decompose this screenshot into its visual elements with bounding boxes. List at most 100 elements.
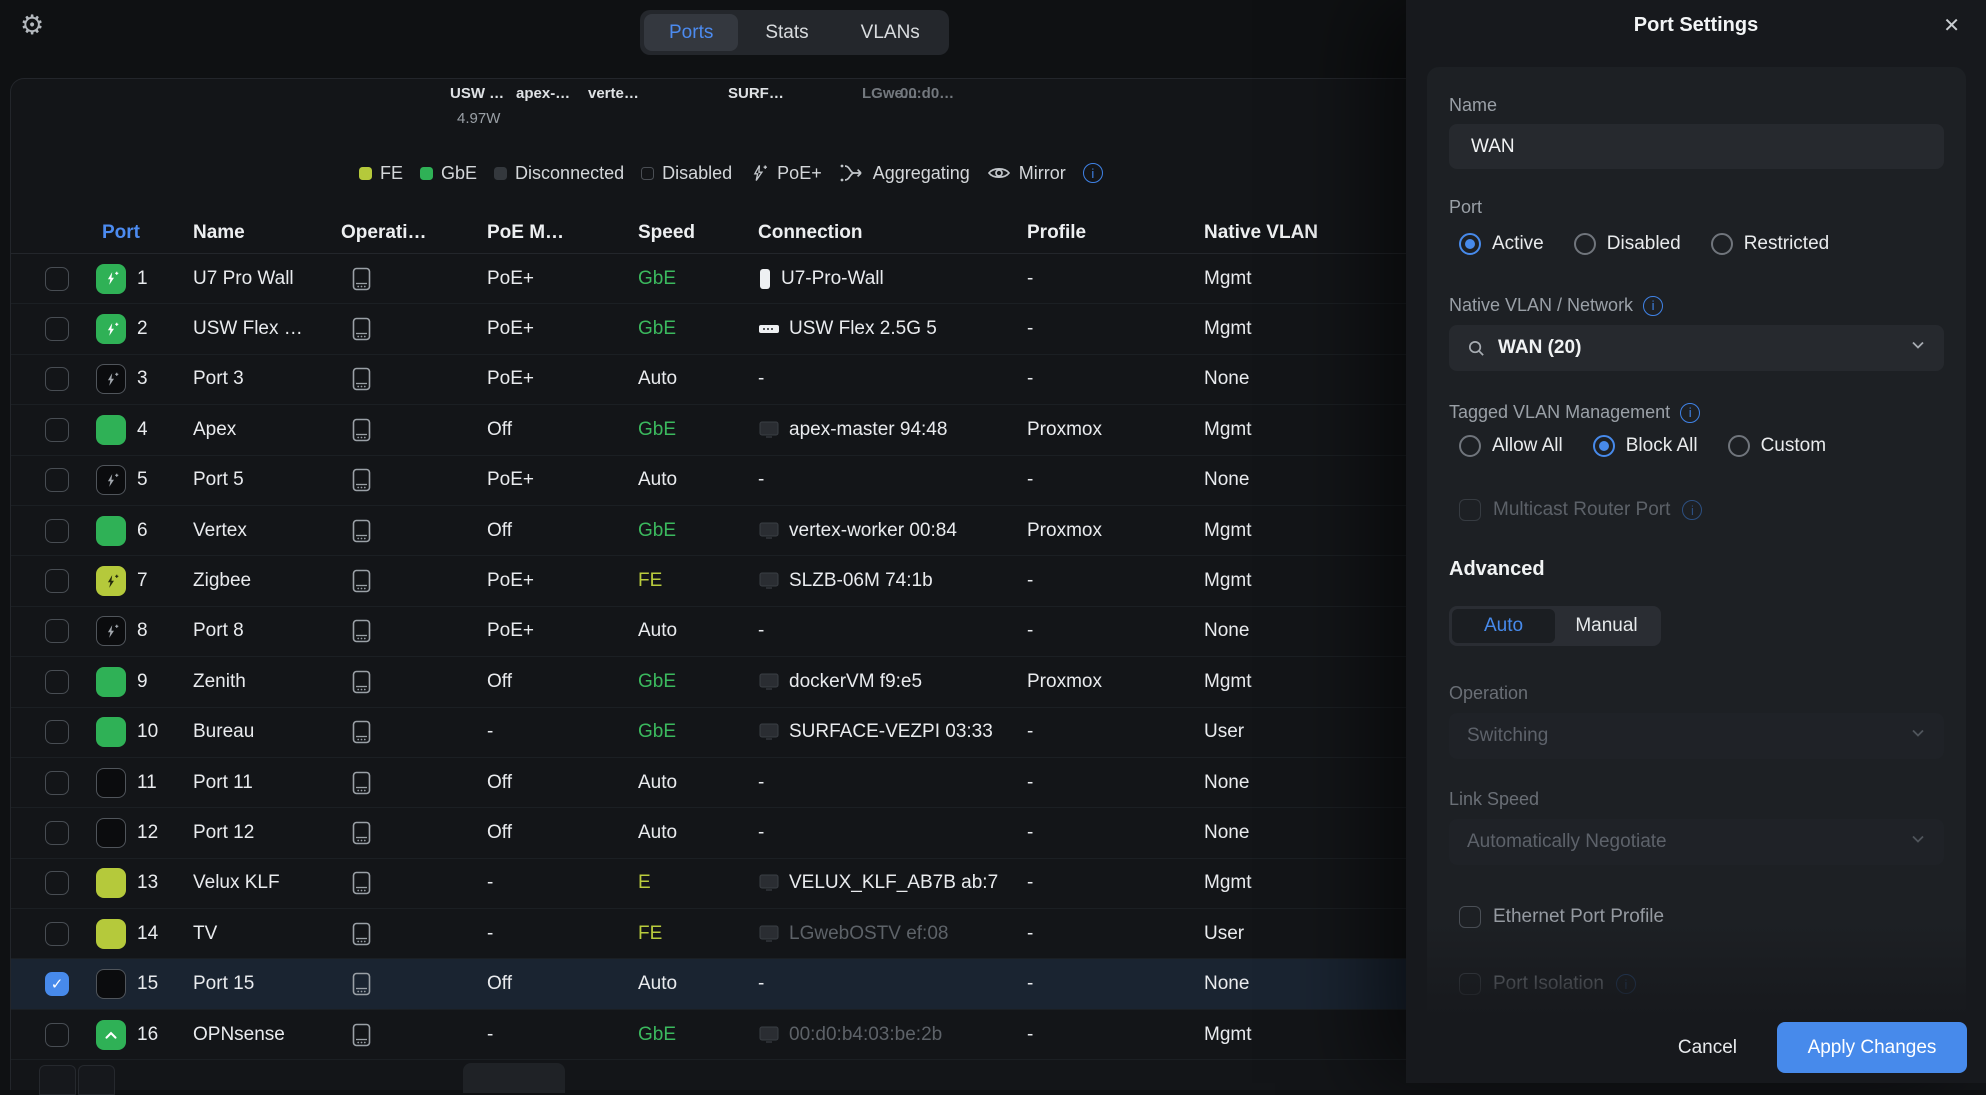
row-checkbox[interactable] [45, 720, 69, 744]
tagged-vlan-info-icon[interactable] [1680, 403, 1700, 423]
multicast-router-checkbox-row[interactable]: Multicast Router Port [1449, 499, 1944, 521]
radio-allow-all[interactable]: Allow All [1459, 435, 1563, 457]
port-state-radio-group: Active Disabled Restricted [1449, 233, 1944, 255]
device-label: USW … [450, 85, 504, 102]
row-checkbox[interactable] [45, 1023, 69, 1047]
operation-cell [341, 922, 487, 946]
pagination-button[interactable] [39, 1065, 76, 1095]
port-number: 2 [134, 318, 193, 340]
row-checkbox[interactable] [45, 267, 69, 291]
device-label: apex-… [516, 85, 570, 102]
poe-mode-cell: PoE+ [487, 570, 638, 592]
row-checkbox[interactable] [45, 871, 69, 895]
port-name: Vertex [193, 520, 341, 542]
checkbox[interactable] [1459, 499, 1481, 521]
operation-cell [341, 670, 487, 694]
mirror-eye-icon [987, 161, 1011, 185]
row-checkbox[interactable] [45, 771, 69, 795]
port-number: 16 [134, 1024, 193, 1046]
row-checkbox[interactable] [45, 619, 69, 643]
operation-select: Switching [1449, 713, 1944, 759]
port-name: USW Flex … [193, 318, 341, 340]
column-header-poe-mode[interactable]: PoE M… [487, 222, 638, 244]
port-number: 8 [134, 620, 193, 642]
tab-ports[interactable]: Ports [644, 14, 738, 51]
client-monitor-icon [758, 871, 780, 895]
tab-stats[interactable]: Stats [740, 14, 833, 51]
connection-cell: USW Flex 2.5G 5 [748, 317, 1027, 341]
poe-mode-cell: PoE+ [487, 469, 638, 491]
speed-cell: Auto [638, 620, 748, 642]
row-checkbox[interactable] [45, 670, 69, 694]
column-header-name[interactable]: Name [193, 222, 341, 244]
row-checkbox[interactable] [45, 519, 69, 543]
device-icon [351, 720, 372, 744]
operation-cell [341, 771, 487, 795]
port-name: Port 11 [193, 772, 341, 794]
operation-cell [341, 619, 487, 643]
profile-cell: Proxmox [1027, 419, 1204, 441]
device-icon [351, 468, 372, 492]
column-header-port[interactable]: Port [96, 222, 193, 244]
multicast-info-icon[interactable] [1682, 500, 1702, 520]
connection-cell: - [748, 772, 1027, 794]
row-checkbox[interactable] [45, 317, 69, 341]
legend-poe: PoE+ [749, 163, 822, 184]
close-icon[interactable]: ✕ [1943, 13, 1960, 37]
radio-disabled[interactable]: Disabled [1574, 233, 1681, 255]
pagination-button[interactable] [78, 1065, 115, 1095]
connection-cell: SLZB-06M 74:1b [748, 569, 1027, 593]
port-status-icon [96, 768, 126, 798]
device-label: SURF… [728, 85, 784, 102]
port-status-icon [96, 566, 126, 596]
poe-mode-cell: Off [487, 671, 638, 693]
device-icon [351, 922, 372, 946]
port-status-icon [96, 868, 126, 898]
row-checkbox[interactable] [45, 821, 69, 845]
link-speed-value: Automatically Negotiate [1467, 831, 1667, 853]
row-checkbox[interactable] [45, 468, 69, 492]
profile-cell: - [1027, 872, 1204, 894]
row-checkbox[interactable] [45, 922, 69, 946]
legend-label: Mirror [1019, 163, 1066, 184]
connection-name: SLZB-06M 74:1b [789, 570, 933, 592]
row-checkbox[interactable] [45, 367, 69, 391]
legend-label: Disabled [662, 163, 732, 184]
native-vlan-select[interactable]: WAN (20) [1449, 325, 1944, 371]
radio-custom[interactable]: Custom [1728, 435, 1826, 457]
port-name: Port 8 [193, 620, 341, 642]
poe-mode-cell: PoE+ [487, 268, 638, 290]
native-vlan-info-icon[interactable] [1643, 296, 1663, 316]
port-name: Velux KLF [193, 872, 341, 894]
radio-label: Block All [1626, 435, 1698, 457]
ap-icon [758, 267, 772, 291]
settings-gear-icon[interactable]: ⚙ [20, 12, 44, 39]
radio-restricted[interactable]: Restricted [1711, 233, 1830, 255]
radio-block-all[interactable]: Block All [1593, 435, 1698, 457]
poe-mode-cell: Off [487, 520, 638, 542]
row-checkbox[interactable] [45, 569, 69, 593]
legend-label: Aggregating [873, 163, 970, 184]
name-field[interactable] [1449, 124, 1944, 169]
radio-active[interactable]: Active [1459, 233, 1544, 255]
speed-cell: GbE [638, 721, 748, 743]
legend-mirror: Mirror [987, 161, 1066, 185]
legend-info-icon[interactable] [1083, 163, 1103, 183]
column-header-profile[interactable]: Profile [1027, 222, 1204, 244]
row-checkbox[interactable] [45, 972, 69, 996]
cancel-button[interactable]: Cancel [1678, 1037, 1737, 1059]
speed-cell: GbE [638, 671, 748, 693]
column-header-speed[interactable]: Speed [638, 222, 748, 244]
segment-auto[interactable]: Auto [1452, 609, 1555, 643]
panel-title: Port Settings [1406, 14, 1986, 37]
column-header-operation[interactable]: Operati… [341, 222, 487, 244]
fe-swatch [359, 167, 372, 180]
apply-changes-button[interactable]: Apply Changes [1777, 1022, 1967, 1073]
row-checkbox[interactable] [45, 418, 69, 442]
operation-cell [341, 317, 487, 341]
tab-vlans[interactable]: VLANs [836, 14, 945, 51]
segment-manual[interactable]: Manual [1555, 609, 1658, 643]
port-status-icon [96, 717, 126, 747]
column-header-connection[interactable]: Connection [748, 222, 1027, 244]
bottom-partial-button[interactable] [463, 1063, 565, 1093]
